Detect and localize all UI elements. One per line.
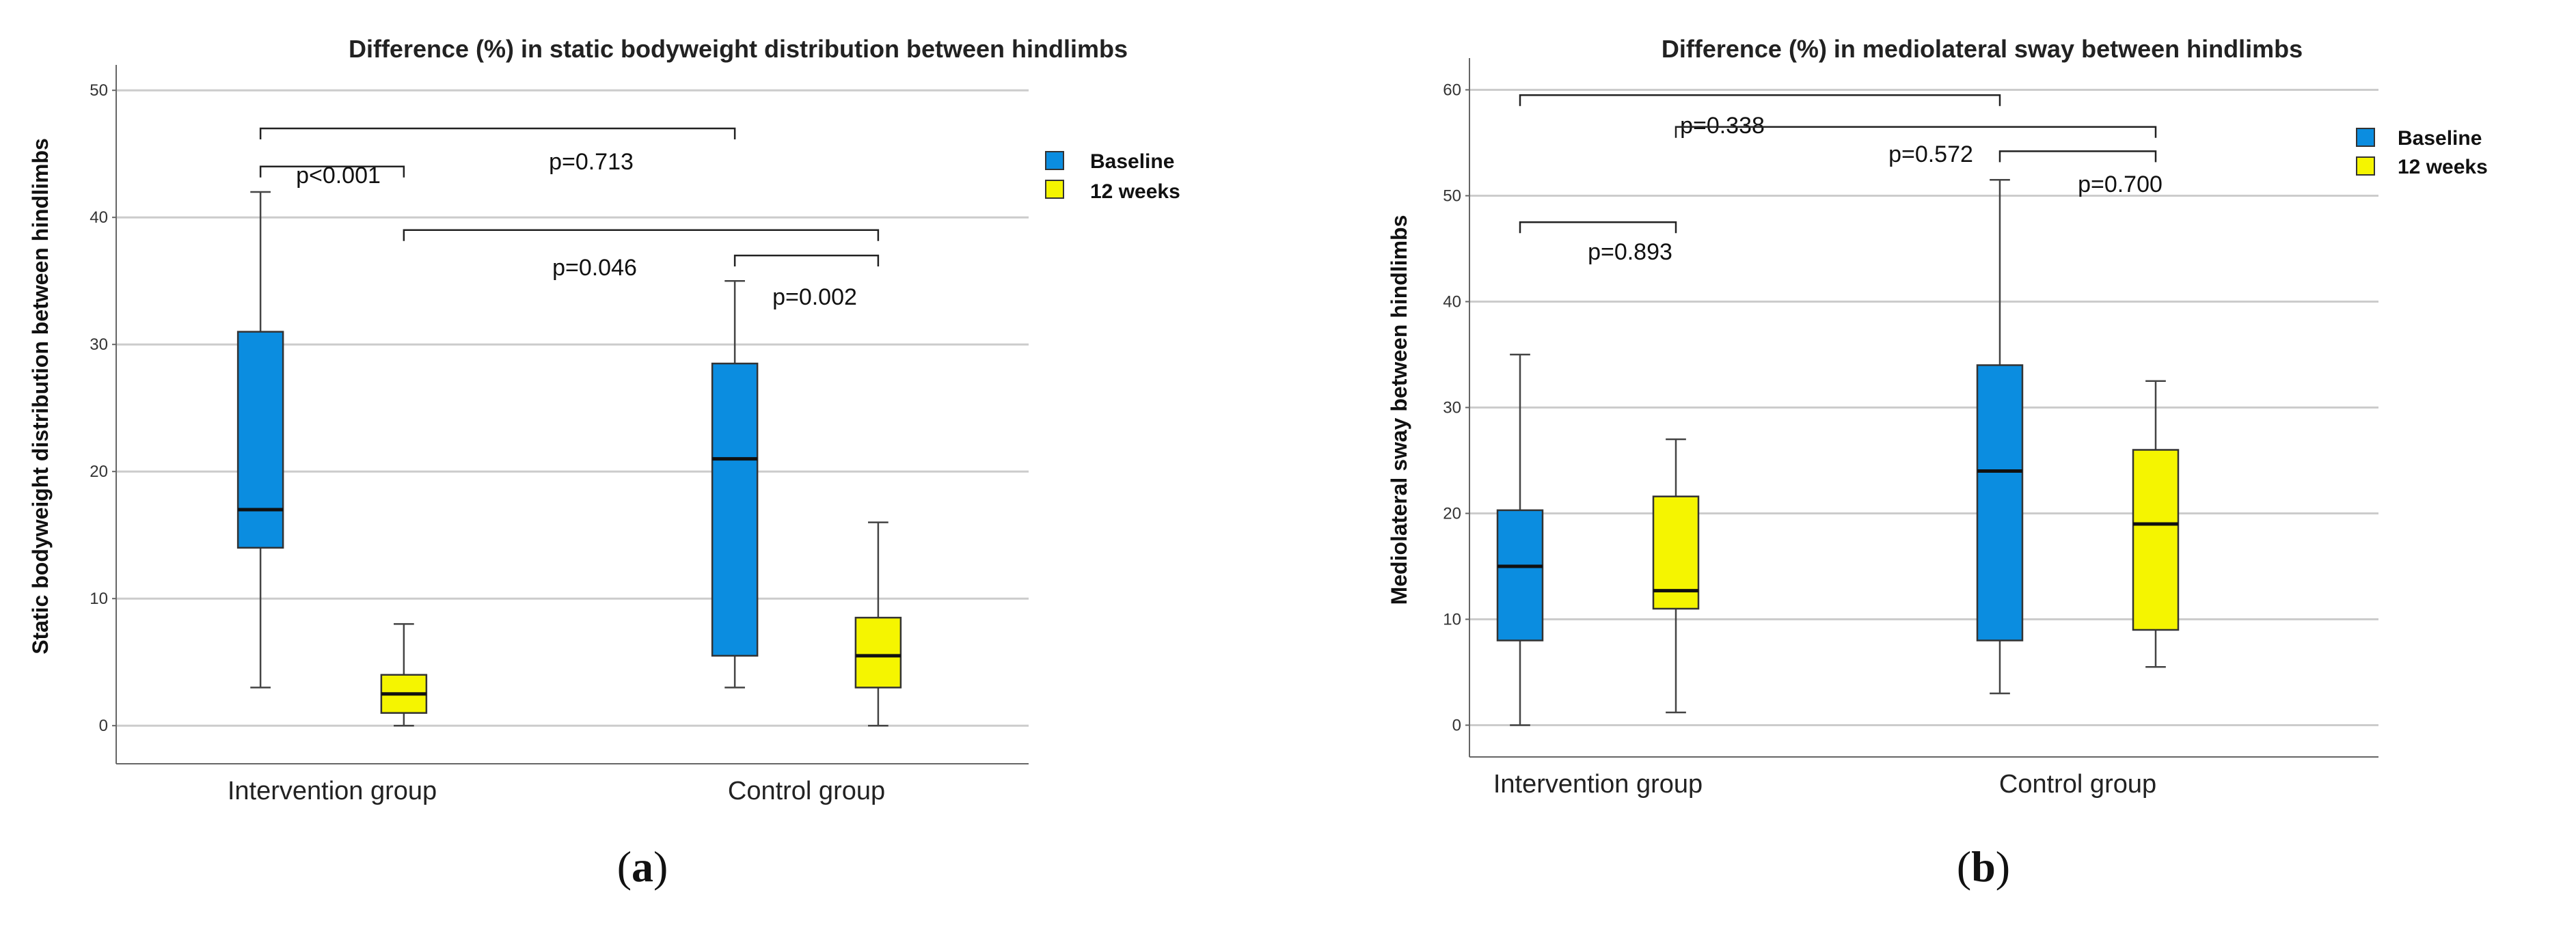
significance-bracket-p-0-713: p=0.713 — [259, 127, 736, 175]
legend-label-12-weeks: 12 weeks — [1090, 180, 1180, 203]
y-tick-label: 0 — [1452, 717, 1461, 735]
significance-bracket-p-0-572: p=0.572 — [1675, 126, 2157, 167]
box-baseline-control-group — [1976, 179, 2024, 695]
panel-caption: (a) — [617, 842, 668, 891]
legend-swatch-baseline — [2356, 128, 2375, 147]
p-value-label: p=0.700 — [2078, 171, 2163, 197]
legend: Baseline 12 weeks — [1045, 150, 1180, 203]
significance-bracket-p-0-893: p=0.893 — [1519, 221, 1677, 265]
panel-caption-letter: b — [1971, 842, 1996, 891]
bracket-line — [259, 127, 736, 139]
legend-swatch-12-weeks — [2356, 156, 2375, 176]
box-body — [1496, 509, 1544, 641]
y-tick-label: 50 — [90, 81, 108, 100]
chart-panel-a: Difference (%) in static bodyweight dist… — [0, 0, 1285, 925]
x-tick-label-control-group: Control group — [1999, 770, 2156, 799]
bracket-line — [1519, 221, 1677, 234]
y-tick-label: 0 — [99, 717, 108, 735]
p-value-label: p=0.713 — [549, 149, 634, 175]
y-tick-label: 40 — [1443, 293, 1461, 312]
bracket-line — [259, 165, 405, 178]
y-tick-label: 20 — [1443, 505, 1461, 523]
p-value-label: p<0.001 — [296, 163, 381, 189]
bracket-line — [1519, 94, 2001, 107]
y-tick-label: 30 — [90, 335, 108, 354]
y-tick-label: 60 — [1443, 81, 1461, 100]
legend-label-baseline: Baseline — [1090, 150, 1174, 173]
box-baseline-control-group — [711, 279, 759, 689]
significance-bracket-p-0-002: p=0.002 — [733, 254, 880, 310]
y-tick-label: 50 — [1443, 187, 1461, 206]
panel-caption-letter: a — [632, 842, 653, 891]
bracket-line — [1998, 150, 2157, 163]
p-value-label: p=0.893 — [1588, 239, 1672, 265]
y-axis-label: Mediolateral sway between hindlimbs — [1387, 215, 1411, 605]
box-body — [1976, 364, 2024, 641]
p-value-label: p=0.338 — [1680, 113, 1765, 139]
p-value-label: p=0.046 — [552, 255, 637, 281]
significance-bracket-p-0-046: p=0.046 — [403, 229, 880, 281]
legend-swatch-baseline — [1045, 151, 1064, 170]
y-tick-label: 10 — [90, 590, 108, 608]
bracket-line — [1675, 126, 2157, 138]
significance-bracket-p-0-700: p=0.700 — [1998, 150, 2163, 197]
box-12-weeks-intervention-group — [1652, 438, 1700, 714]
chart-title: Difference (%) in mediolateral sway betw… — [1662, 35, 2303, 63]
y-tick-label: 40 — [90, 208, 108, 227]
box-body — [854, 616, 902, 689]
chart-panel-b: Difference (%) in mediolateral sway betw… — [1285, 0, 2576, 925]
x-tick-label-control-group: Control group — [728, 777, 885, 805]
bracket-line — [733, 254, 880, 266]
legend-label-12-weeks: 12 weeks — [2398, 156, 2488, 178]
p-value-label: p=0.002 — [772, 284, 857, 310]
box-12-weeks-control-group — [854, 521, 902, 727]
y-tick-label: 10 — [1443, 611, 1461, 629]
y-tick-label: 20 — [90, 463, 108, 481]
chart-title: Difference (%) in static bodyweight dist… — [349, 35, 1128, 63]
box-body — [2132, 449, 2180, 631]
y-axis-label: Static bodyweight distribution between h… — [28, 138, 53, 654]
bracket-line — [403, 229, 880, 241]
box-baseline-intervention-group — [1496, 353, 1544, 726]
legend-swatch-12-weeks — [1045, 180, 1064, 199]
legend-label-baseline: Baseline — [2398, 127, 2482, 150]
boxplot-chart-a: Difference (%) in static bodyweight dist… — [28, 35, 1180, 891]
box-12-weeks-intervention-group — [380, 623, 428, 727]
boxplot-chart-b: Difference (%) in mediolateral sway betw… — [1387, 35, 2488, 891]
significance-bracket-p-0-338: p=0.338 — [1519, 94, 2001, 139]
box-baseline-intervention-group — [236, 191, 284, 689]
panel-caption: (b) — [1957, 842, 2010, 891]
significance-bracket-p-0-001: p<0.001 — [259, 163, 405, 189]
x-tick-label-intervention-group: Intervention group — [1493, 770, 1703, 799]
p-value-label: p=0.572 — [1888, 141, 1973, 167]
x-tick-label-intervention-group: Intervention group — [228, 777, 437, 805]
legend: Baseline 12 weeks — [2356, 127, 2488, 178]
y-tick-label: 30 — [1443, 399, 1461, 417]
box-12-weeks-control-group — [2132, 380, 2180, 668]
box-body — [711, 362, 759, 657]
box-body — [236, 331, 284, 549]
